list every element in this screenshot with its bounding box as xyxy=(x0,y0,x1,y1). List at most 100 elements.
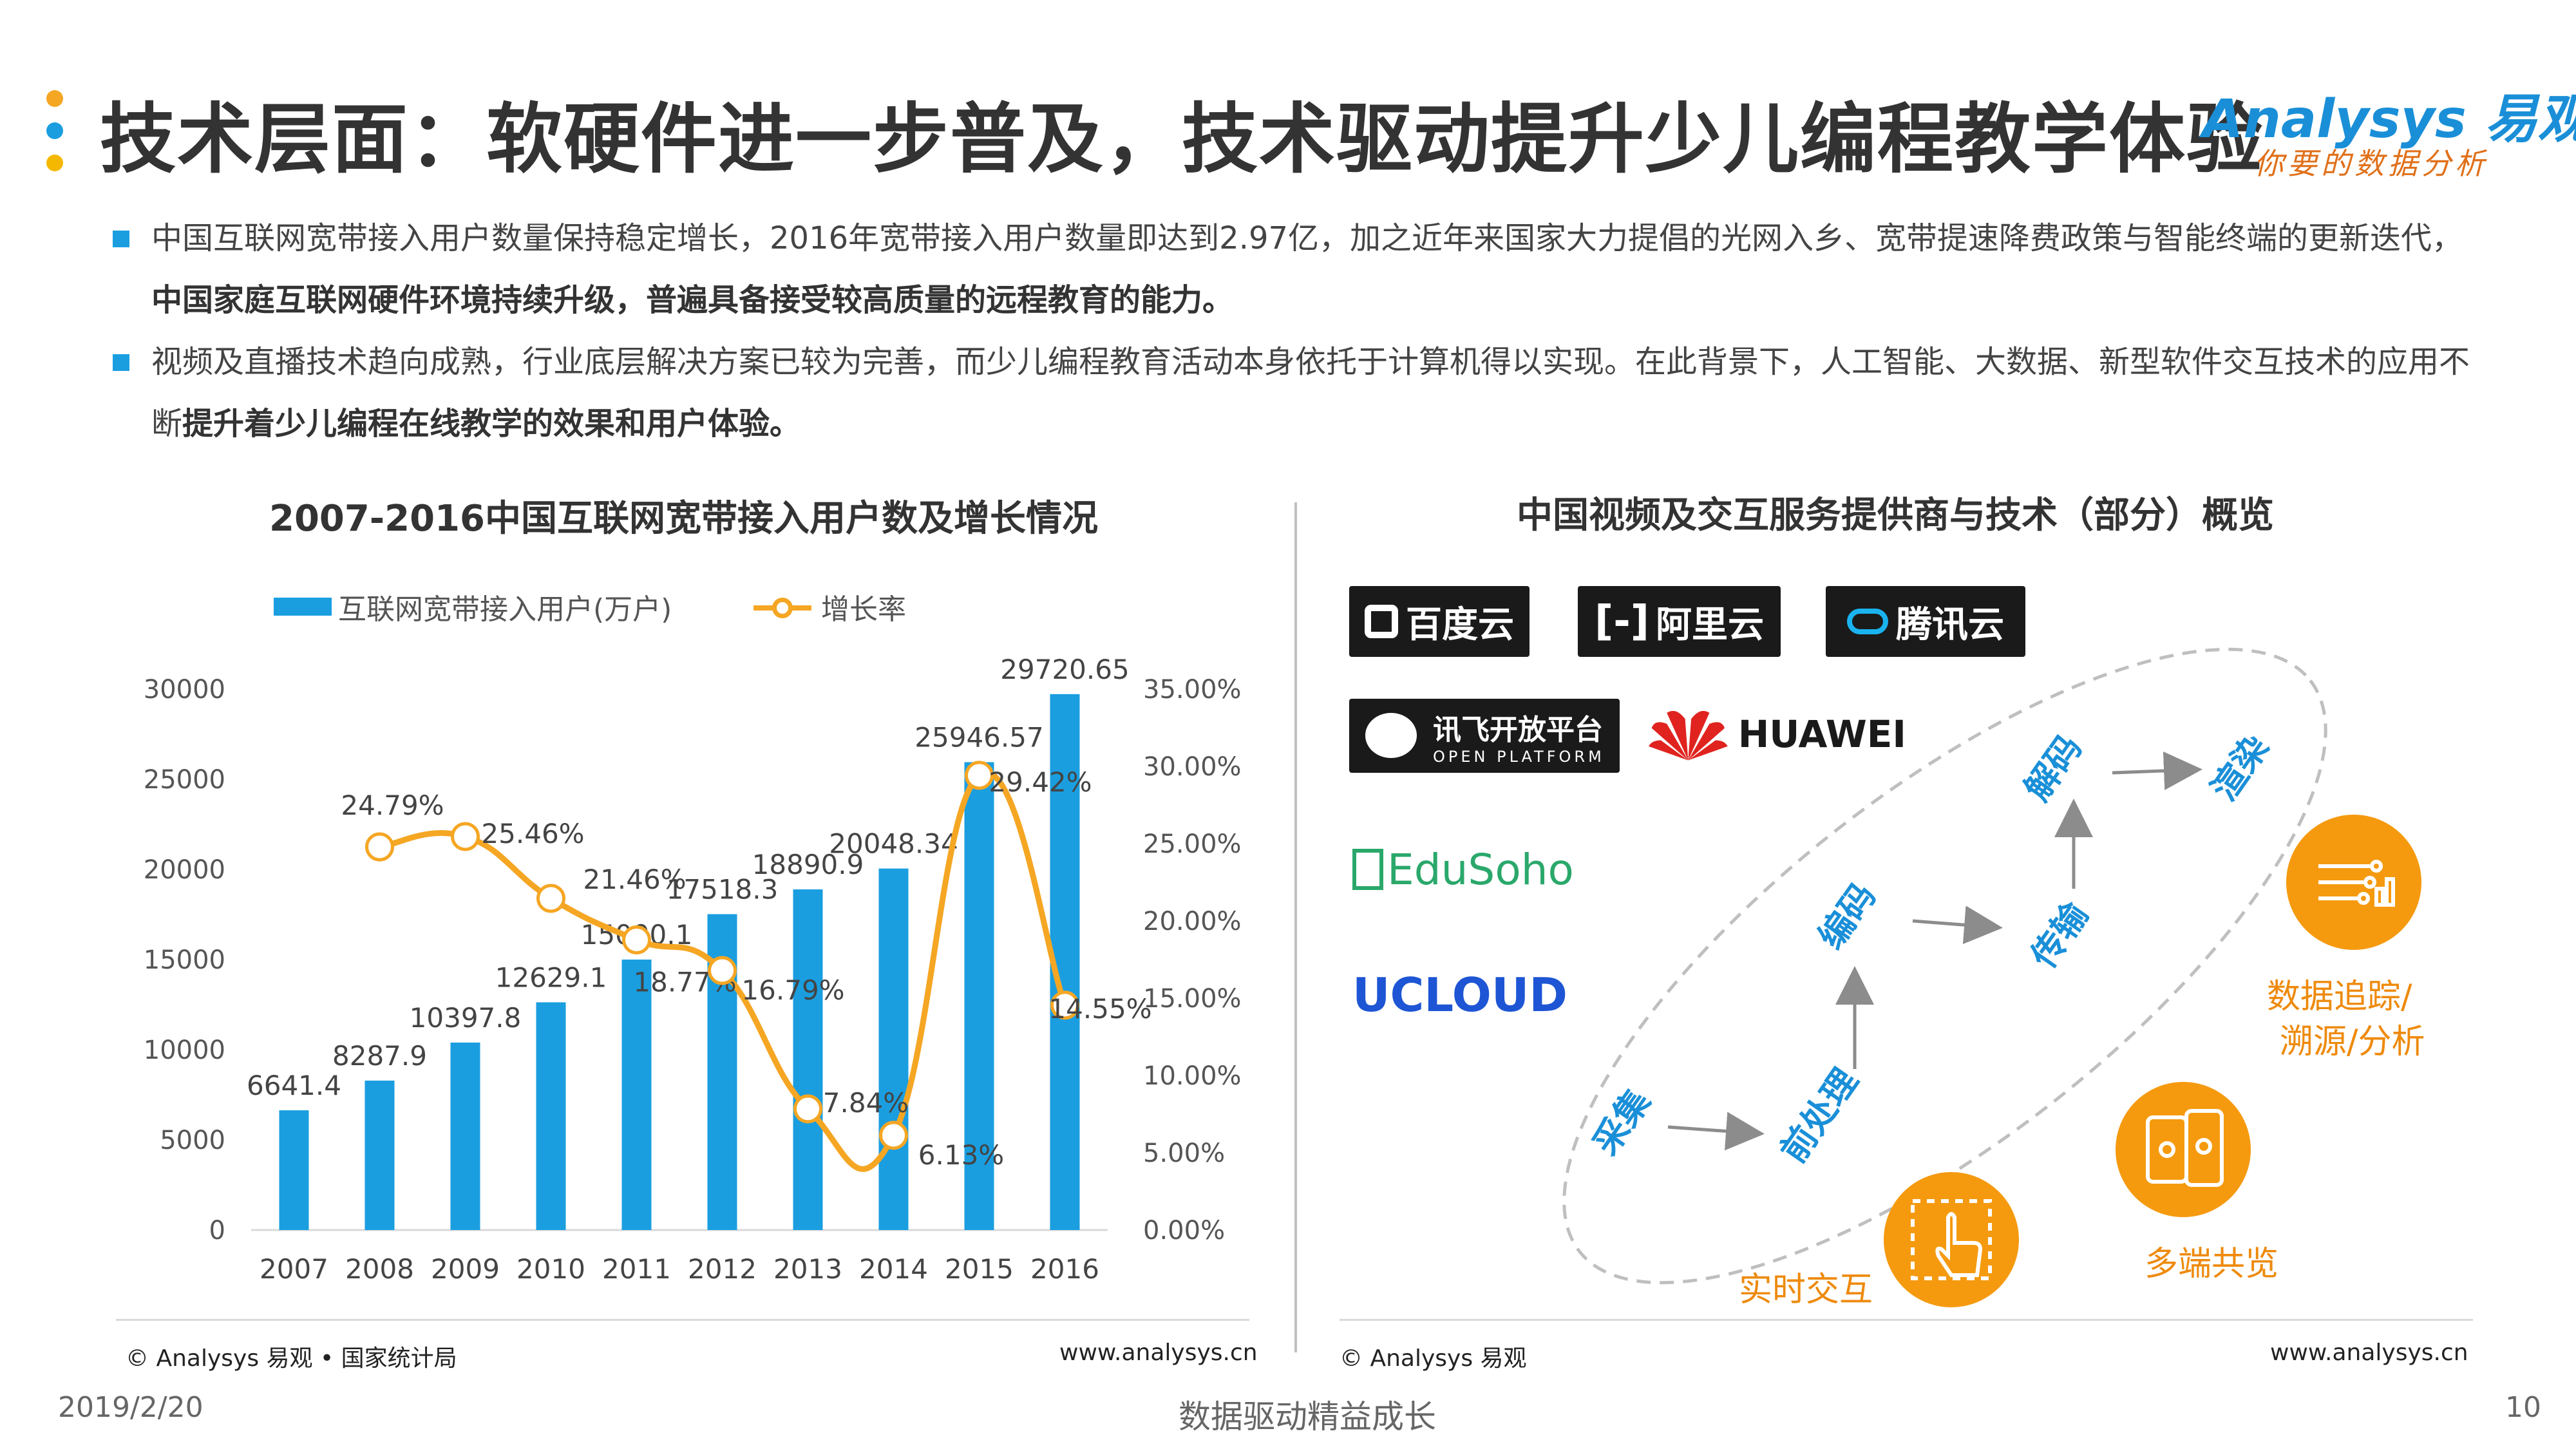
right-url[interactable]: www.analysys.cn xyxy=(2270,1340,2468,1366)
growth-rate-point xyxy=(708,956,737,985)
feature-multi-device: 多端共览 xyxy=(2145,1245,2279,1283)
growth-rate-point xyxy=(536,884,565,913)
left-url[interactable]: www.analysys.cn xyxy=(1059,1340,1258,1366)
x-tick-label: 2014 xyxy=(859,1253,928,1285)
analysys-logo: Analysys 易观 你要的数据分析 xyxy=(2202,76,2576,181)
bar-value-label: 18890.9 xyxy=(752,849,864,880)
x-tick-label: 2008 xyxy=(345,1253,414,1285)
legend-line-marker xyxy=(772,598,793,618)
huawei-logo: HUAWEI xyxy=(1649,696,1906,773)
growth-rate-point xyxy=(879,1121,908,1150)
right-footer-rule xyxy=(1340,1319,2473,1321)
tencent-cloud-logo: 腾讯云 xyxy=(1826,586,2025,657)
iflytek-icon xyxy=(1365,713,1417,758)
right-panel-title: 中国视频及交互服务提供商与技术（部分）概览 xyxy=(1517,495,2274,536)
ucloud-logo: UCLOUD xyxy=(1352,960,1571,1030)
bar-value-label: 8287.9 xyxy=(332,1040,427,1072)
x-tick-label: 2016 xyxy=(1030,1253,1099,1285)
left-source: © Analysys 易观 • 国家统计局 xyxy=(126,1345,457,1372)
y-right-tick-label: 20.00% xyxy=(1143,907,1242,936)
touch-interaction-glyph xyxy=(1911,1199,1992,1280)
bullet-point-2: 视频及直播技术趋向成熟，行业底层解决方案已较为完善，而少儿编程教育活动本身依托于… xyxy=(113,331,2473,455)
yellow-dot xyxy=(46,155,63,171)
y-left-tick-label: 10000 xyxy=(144,1036,225,1065)
edusoho-text: EduSoho xyxy=(1387,844,1574,895)
x-tick-label: 2013 xyxy=(773,1253,842,1285)
y-right-tick-label: 30.00% xyxy=(1143,752,1242,782)
bar xyxy=(279,1110,309,1230)
legend-bar-swatch xyxy=(274,598,332,616)
bar xyxy=(878,868,909,1230)
left-footer-rule xyxy=(116,1319,1249,1321)
growth-rate-label: 16.79% xyxy=(741,974,844,1006)
iflytek-logo: 讯飞开放平台 OPEN PLATFORM xyxy=(1349,699,1620,773)
tencent-cloud-icon xyxy=(1847,609,1888,634)
y-right-tick-label: 35.00% xyxy=(1143,675,1242,705)
feature-realtime-interaction: 实时交互 xyxy=(1739,1271,1873,1309)
bar xyxy=(621,959,652,1230)
growth-rate-point xyxy=(451,822,480,851)
y-left-tick-label: 20000 xyxy=(144,855,225,885)
bar-value-label: 12629.1 xyxy=(495,961,607,993)
touch-interaction-icon xyxy=(1884,1172,2019,1307)
bullet-text: 视频及直播技术趋向成熟，行业底层解决方案已较为完善，而少儿编程教育活动本身依托于… xyxy=(151,344,2470,442)
bar xyxy=(365,1080,395,1230)
bar xyxy=(964,762,994,1230)
bar-value-label: 6641.4 xyxy=(247,1070,341,1101)
edusoho-logo: EduSoho xyxy=(1352,834,1597,905)
huawei-flower-icon xyxy=(1649,710,1728,761)
chart-title: 2007-2016中国互联网宽带接入用户数及增长情况 xyxy=(269,498,1098,540)
aliyun-logo: [-] 阿里云 xyxy=(1578,586,1781,657)
arrow-encode-transfer xyxy=(1912,905,2003,945)
logo-main-text: Analysys 易观 xyxy=(2202,89,2576,150)
arrow-decode-render xyxy=(2112,751,2202,790)
x-tick-label: 2010 xyxy=(516,1253,585,1285)
logo-sub-text: 你要的数据分析 xyxy=(2254,146,2488,181)
x-tick-label: 2015 xyxy=(945,1253,1014,1285)
orange-dot xyxy=(46,90,63,107)
tencent-cloud-text: 腾讯云 xyxy=(1896,603,2004,646)
bullet-text: 中国互联网宽带接入用户数量保持稳定增长，2016年宽带接入用户数量即达到2.97… xyxy=(151,220,2463,318)
arrow-collect-preprocess xyxy=(1667,1112,1765,1151)
growth-rate-point xyxy=(793,1094,822,1124)
x-tick-label: 2009 xyxy=(431,1253,500,1285)
growth-rate-point xyxy=(622,925,651,955)
growth-rate-label: 25.46% xyxy=(481,818,584,849)
page-number: 10 xyxy=(2505,1391,2541,1424)
y-right-tick-label: 10.00% xyxy=(1143,1061,1242,1091)
multi-device-glyph xyxy=(2146,1109,2224,1187)
data-tracking-icon xyxy=(2286,815,2421,950)
bar-value-label: 29720.65 xyxy=(1000,654,1129,685)
panel-divider xyxy=(1294,502,1297,1352)
bar-value-label: 20048.34 xyxy=(829,828,958,860)
x-tick-label: 2011 xyxy=(602,1253,671,1285)
bullet-marker xyxy=(113,354,129,371)
bar-value-label: 25946.57 xyxy=(914,721,1043,753)
growth-rate-point xyxy=(1050,990,1079,1020)
blue-dot xyxy=(46,122,63,139)
data-tracking-glyph xyxy=(2318,860,2395,907)
page-title: 技术层面：软硬件进一步普及，技术驱动提升少儿编程教学体验 xyxy=(100,95,2264,184)
bar xyxy=(450,1042,480,1230)
growth-rate-point xyxy=(365,832,394,862)
legend-bar-label: 互联网宽带接入用户(万户) xyxy=(338,593,672,626)
growth-rate-label: 14.55% xyxy=(1048,993,1151,1025)
bar-value-label: 17518.3 xyxy=(667,873,779,905)
edusoho-icon xyxy=(1352,849,1383,890)
y-left-tick-label: 30000 xyxy=(144,675,225,705)
aliyun-text: 阿里云 xyxy=(1656,603,1765,646)
growth-rate-label: 6.13% xyxy=(918,1139,1004,1171)
y-right-tick-label: 5.00% xyxy=(1143,1139,1225,1168)
x-tick-label: 2007 xyxy=(260,1253,328,1285)
bar xyxy=(793,889,823,1230)
baidu-cloud-text: 百度云 xyxy=(1406,603,1514,646)
y-right-tick-label: 0.00% xyxy=(1143,1216,1225,1245)
chart-legend: 互联网宽带接入用户(万户) 增长率 xyxy=(274,586,1111,626)
x-tick-label: 2012 xyxy=(688,1253,757,1285)
baidu-cloud-icon xyxy=(1365,605,1398,638)
legend-line-label: 增长率 xyxy=(821,593,906,626)
growth-rate-point xyxy=(965,761,994,790)
ucloud-text: UCLOUD xyxy=(1352,968,1568,1022)
growth-rate-label: 7.84% xyxy=(823,1087,909,1119)
